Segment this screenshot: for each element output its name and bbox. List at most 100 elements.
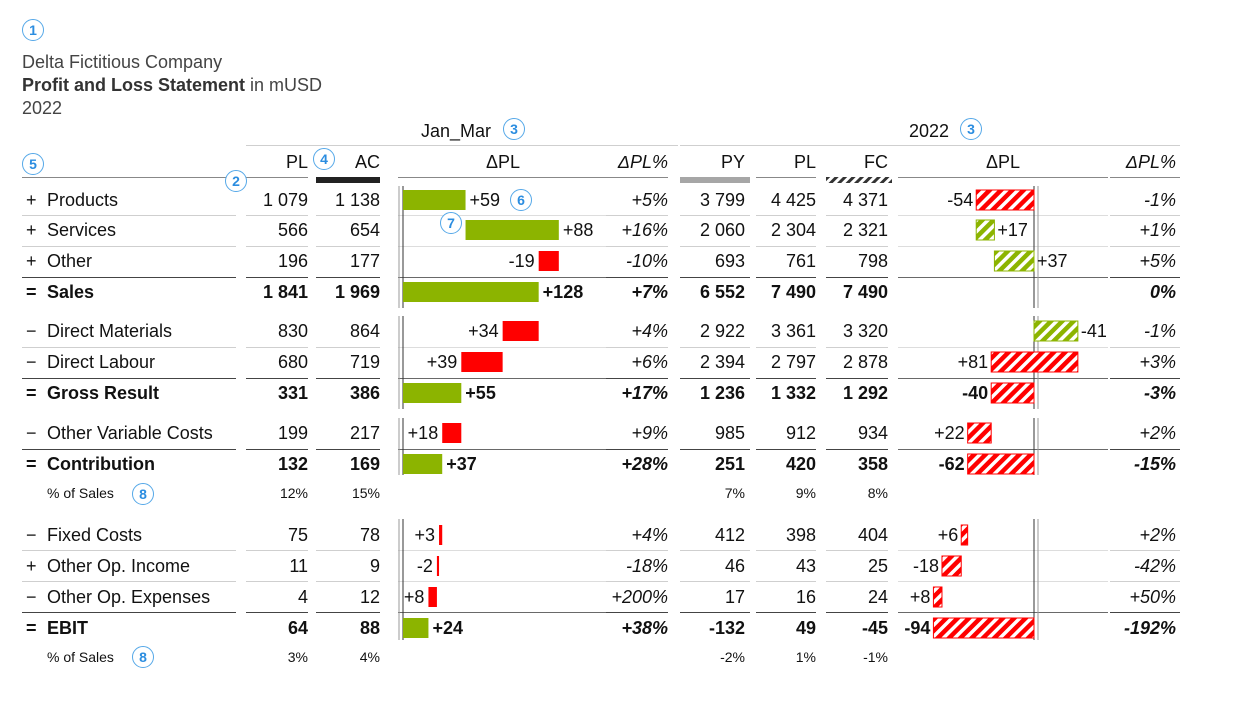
cell-pl2: 4 425	[770, 190, 816, 210]
annotation-marker-3a: 3	[503, 118, 525, 140]
row-separator-chart	[898, 378, 1108, 379]
chart2-bar	[960, 524, 969, 546]
cell-pl2: 3 361	[770, 321, 816, 341]
chart1-bar	[428, 587, 437, 607]
cell-ac: 12	[359, 587, 380, 607]
row-separator-chart	[898, 581, 1108, 582]
row-separator	[756, 581, 816, 582]
row-separator	[826, 277, 888, 278]
row-separator-chart	[398, 581, 608, 582]
row-sign: =	[26, 618, 37, 638]
cell-dplpct2: +2%	[1139, 525, 1176, 545]
cell-pl2: 9%	[795, 485, 816, 501]
row-separator	[826, 550, 888, 551]
chart2-bar-label: +17	[997, 220, 1028, 240]
header-underline-dplpct	[606, 177, 668, 178]
column-header-fc: FC	[864, 152, 888, 172]
row-separator	[826, 449, 888, 450]
header-underline-label	[22, 177, 308, 178]
row-sign: +	[26, 251, 37, 271]
cell-ac: 217	[349, 423, 380, 443]
chart1-bar	[442, 423, 462, 443]
cell-py: 2 394	[699, 352, 745, 372]
cell-fc: 1 292	[842, 383, 888, 403]
row-separator	[826, 215, 888, 216]
row-label: Other Variable Costs	[47, 423, 213, 443]
chart2-bar	[932, 617, 1035, 639]
row-sign: −	[26, 423, 37, 443]
cell-ac: 4%	[359, 649, 380, 665]
cell-py: -132	[708, 618, 745, 638]
row-label: Fixed Costs	[47, 525, 143, 545]
chart1-bar-label: +3	[415, 525, 436, 545]
chart1-bar-label: +8	[404, 587, 425, 607]
chart1-bar-label: +88	[563, 220, 594, 240]
cell-dplpct2: -1%	[1143, 321, 1176, 341]
column-header-delta-pl-pct: ΔPL%	[617, 152, 668, 172]
chart1-bar	[403, 190, 466, 210]
cell-dplpct: +4%	[631, 321, 668, 341]
statement-title-bold: Profit and Loss Statement	[22, 75, 246, 95]
row-separator	[606, 612, 668, 613]
cell-pl2: 912	[785, 423, 816, 443]
row-separator	[22, 612, 236, 613]
cell-ac: 78	[359, 525, 380, 545]
chart1-bar	[403, 618, 429, 638]
row-label: Contribution	[47, 454, 155, 474]
cell-pl: 830	[277, 321, 308, 341]
row-separator	[826, 612, 888, 613]
row-label-pct-of-sales: % of Sales	[47, 485, 114, 501]
row-separator	[246, 581, 308, 582]
row-separator	[680, 581, 750, 582]
chart1-bar-label: +55	[465, 383, 496, 403]
period-line-left	[246, 145, 678, 146]
chart1-bar-label: +34	[468, 321, 499, 341]
row-separator-chart	[898, 277, 1108, 278]
chart2-bar-label: +8	[910, 587, 931, 607]
cell-pl: 1 079	[262, 190, 308, 210]
cell-fc: 358	[857, 454, 888, 474]
cell-dplpct: +7%	[631, 282, 668, 302]
row-separator	[22, 215, 236, 216]
annotation-marker-4: 4	[313, 148, 335, 170]
row-separator	[756, 378, 816, 379]
row-separator	[246, 246, 308, 247]
row-separator	[606, 246, 668, 247]
cell-pl2: 2 304	[770, 220, 816, 240]
chart2-bar-label: -62	[939, 454, 965, 474]
row-separator	[606, 581, 668, 582]
row-separator-chart	[398, 612, 608, 613]
row-separator	[606, 347, 668, 348]
cell-ac: 654	[349, 220, 380, 240]
row-sign: =	[26, 383, 37, 403]
cell-ac: 88	[359, 618, 380, 638]
header-underline-dpl2	[898, 177, 1108, 178]
cell-dplpct: +4%	[631, 525, 668, 545]
cell-dplpct2: +5%	[1139, 251, 1176, 271]
row-separator-chart	[398, 378, 608, 379]
row-separator	[1110, 612, 1180, 613]
row-sign: −	[26, 525, 37, 545]
row-separator	[22, 277, 236, 278]
row-label: Gross Result	[47, 383, 160, 403]
row-label: Sales	[47, 282, 95, 302]
chart2-bar	[990, 351, 1079, 373]
cell-pl: 4	[297, 587, 308, 607]
cell-pl: 132	[277, 454, 308, 474]
cell-pl: 75	[287, 525, 308, 545]
annotation-marker-5: 6	[510, 189, 532, 211]
cell-dplpct: +16%	[621, 220, 668, 240]
chart2-bar	[1033, 320, 1079, 342]
row-separator	[606, 449, 668, 450]
row-label: Other	[47, 251, 93, 271]
row-label: Services	[47, 220, 117, 240]
cell-py: 2 060	[699, 220, 745, 240]
row-separator	[756, 215, 816, 216]
chart2-bar	[975, 189, 1035, 211]
column-header-pl-2022: PL	[793, 152, 816, 172]
row-sign: −	[26, 321, 37, 341]
cell-pl: 680	[277, 352, 308, 372]
row-separator	[1110, 347, 1180, 348]
annotation-marker-8a: 8	[132, 483, 154, 505]
row-separator	[606, 550, 668, 551]
